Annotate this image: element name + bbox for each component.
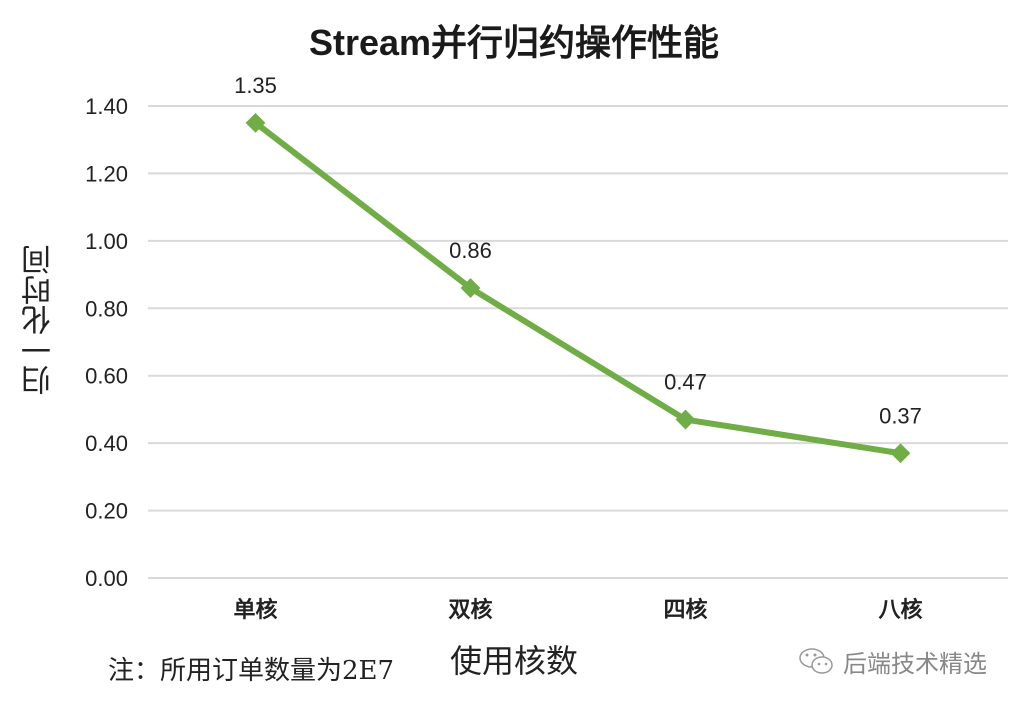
y-tick-label: 0.00 [85, 566, 128, 591]
y-tick-label: 0.80 [85, 296, 128, 321]
watermark-text: 后端技术精选 [843, 650, 987, 678]
x-tick-label: 四核 [663, 597, 707, 623]
data-point-marker [890, 443, 911, 464]
data-point-marker [675, 409, 696, 430]
data-label: 0.37 [879, 403, 922, 428]
data-label: 0.47 [664, 370, 707, 395]
data-point-marker [245, 112, 266, 133]
y-tick-label: 1.00 [85, 229, 128, 254]
y-tick-label: 0.40 [85, 431, 128, 456]
y-tick-label: 0.20 [85, 499, 128, 524]
x-tick-label: 单核 [233, 597, 277, 623]
data-label: 1.35 [234, 73, 277, 98]
x-tick-label: 八核 [878, 597, 922, 623]
wechat-icon [799, 647, 833, 674]
y-tick-label: 1.40 [85, 94, 128, 119]
y-tick-label: 0.60 [85, 364, 128, 389]
y-axis-label: 归一化时间 [22, 245, 57, 395]
data-label: 0.86 [449, 238, 492, 263]
chart-title: Stream并行归约操作性能 [308, 22, 720, 63]
data-point-marker [460, 278, 481, 298]
footnote: 注：所用订单数量为2E7 [108, 656, 395, 686]
y-tick-label: 1.20 [85, 161, 128, 186]
x-tick-label: 双核 [448, 597, 492, 623]
watermark: 后端技术精选 [797, 644, 987, 679]
x-axis-label: 使用核数 [449, 642, 578, 680]
series-line [253, 120, 901, 457]
